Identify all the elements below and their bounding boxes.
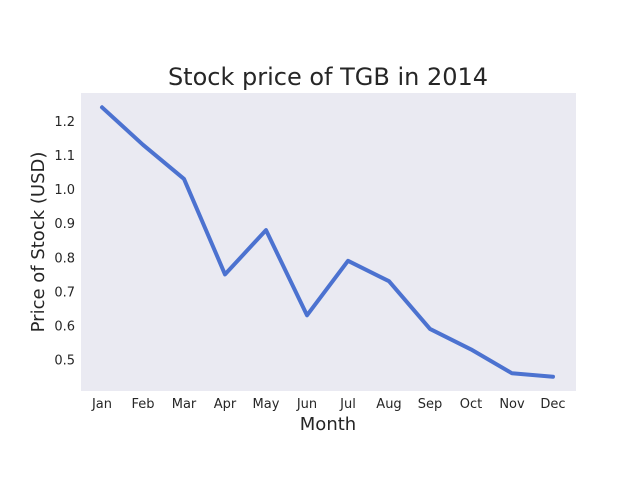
- y-tick-label: 1.0: [54, 183, 75, 198]
- x-tick-label: Oct: [460, 397, 482, 412]
- y-axis-ticks: 0.5 0.6 0.7 0.8 0.9 1.0 1.1 1.2: [54, 115, 75, 369]
- y-tick-label: 0.7: [54, 285, 75, 300]
- x-axis-ticks: Jan Feb Mar Apr May Jun Jul Aug Sep Oct Nov Dec: [91, 397, 566, 412]
- x-tick-label: Jan: [91, 397, 112, 412]
- x-axis-label: Month: [300, 414, 356, 435]
- series-line: [100, 105, 555, 379]
- x-tick-label: Nov: [499, 397, 525, 412]
- plot-area: [81, 93, 576, 391]
- x-tick-label: May: [253, 397, 280, 412]
- y-tick-label: 0.6: [54, 320, 75, 335]
- y-tick-label: 0.8: [54, 251, 75, 266]
- y-tick-label: 0.9: [54, 217, 75, 232]
- x-tick-label: Jun: [296, 397, 317, 412]
- x-tick-label: Jul: [339, 397, 356, 412]
- chart-title: Stock price of TGB in 2014: [168, 63, 488, 91]
- y-tick-label: 0.5: [54, 354, 75, 369]
- x-tick-label: Aug: [376, 397, 401, 412]
- y-axis-label: Price of Stock (USD): [28, 152, 49, 333]
- x-tick-label: Mar: [172, 397, 197, 412]
- y-tick-label: 1.2: [54, 115, 75, 130]
- x-tick-label: Dec: [540, 397, 565, 412]
- x-tick-label: Feb: [131, 397, 154, 412]
- x-tick-label: Apr: [214, 397, 237, 412]
- x-tick-label: Sep: [418, 397, 443, 412]
- y-tick-label: 1.1: [54, 149, 75, 164]
